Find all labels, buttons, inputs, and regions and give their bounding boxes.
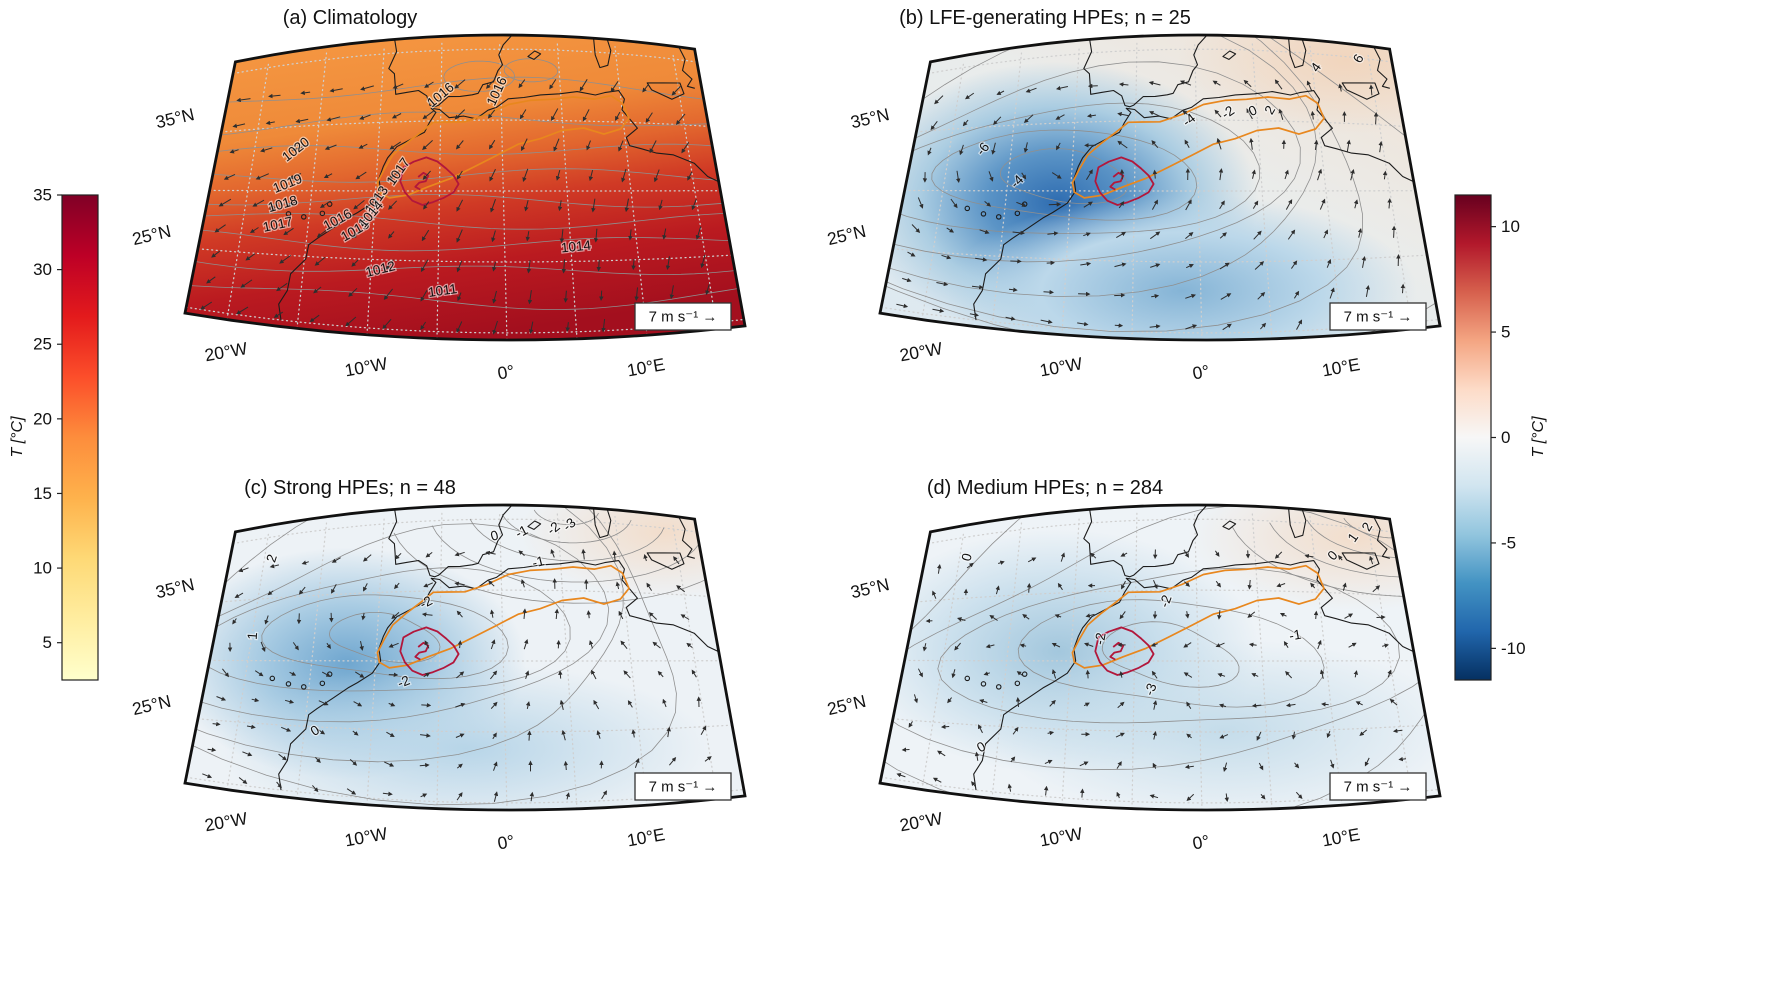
lon-tick-label: 0° (1191, 361, 1211, 384)
wind-scale-box (1329, 772, 1427, 801)
wind-scale-box (634, 772, 732, 801)
wind-scale-label: 7 m s⁻¹ → (649, 779, 718, 796)
panel-d: 7 m s⁻¹ → (d) Medium HPEs; n = 284 35°N 25°… (825, 477, 1442, 854)
lat-tick-label: 35°N (849, 104, 892, 132)
wind-arrows (896, 549, 1411, 803)
contour-label: 1 (245, 632, 260, 641)
colorbar-tick-label: 30 (33, 260, 52, 279)
lon-tick-label: 0° (496, 361, 516, 384)
colorbar-tick-label: -5 (1501, 533, 1516, 552)
lon-tick-label: 10°W (1038, 353, 1084, 380)
panel-c: 7 m s⁻¹ → (c) Strong HPEs; n = 48 35°N 25°N… (130, 477, 747, 854)
lon-tick-label: 10°E (1320, 824, 1361, 850)
colorbar-axis-label: T [°C] (9, 416, 26, 458)
map-border (878, 503, 1442, 812)
lon-tick-label: 10°W (343, 353, 389, 380)
panel-title: (d) Medium HPEs; n = 284 (927, 477, 1163, 499)
atlas-orange-contour (1071, 564, 1325, 669)
lon-tick-label: 10°W (343, 823, 389, 850)
map-canvas (185, 35, 745, 340)
study-region-outline (1094, 156, 1155, 206)
coastline (964, 505, 1417, 791)
lon-tick-label: 0° (1191, 831, 1211, 854)
lon-tick-label: 0° (496, 831, 516, 854)
coastline (269, 505, 722, 791)
coastline (269, 35, 722, 321)
atlas-orange-contour (376, 94, 630, 199)
lat-tick-label: 25°N (130, 691, 173, 719)
lon-tick-label: 20°W (898, 338, 944, 365)
wind-arrows (896, 79, 1410, 331)
colorbar-tick-label: 15 (33, 484, 52, 503)
lat-tick-label: 35°N (154, 574, 197, 602)
panel-b: 7 m s⁻¹ → (b) LFE-generating HPEs; n = 25… (825, 7, 1442, 384)
colorbar-tick-label: 35 (33, 186, 52, 205)
study-region-outline (399, 626, 460, 676)
lon-tick-label: 10°E (625, 824, 666, 850)
colorbar-tick-label: 10 (1501, 217, 1520, 236)
lat-tick-label: 25°N (130, 221, 173, 249)
lon-tick-label: 20°W (203, 338, 249, 365)
lat-tick-label: 25°N (825, 691, 868, 719)
wind-scale-label: 7 m s⁻¹ → (1344, 309, 1413, 326)
lat-tick-label: 35°N (154, 104, 197, 132)
lat-tick-label: 35°N (849, 574, 892, 602)
wind-scale-box (634, 302, 732, 331)
panel-title: (c) Strong HPEs; n = 48 (244, 477, 456, 499)
colorbar-tick-label: -10 (1501, 639, 1526, 658)
wind-scale-label: 7 m s⁻¹ → (1344, 779, 1413, 796)
wind-scale-label: 7 m s⁻¹ → (649, 309, 718, 326)
atlas-orange-contour (1071, 94, 1325, 199)
contour-label: 1014 (560, 237, 592, 255)
colorbar-gradient (61, 194, 99, 681)
panel-title: (a) Climatology (283, 7, 417, 29)
wind-scale-box (1329, 302, 1427, 331)
contour-label: 1011 (427, 281, 458, 300)
panel-a: 7 m s⁻¹ → (a) Climatology 35°N 25°N 20°W 10°W… (130, 7, 747, 384)
lon-tick-label: 10°E (625, 354, 666, 380)
contour-label: -1 (1288, 627, 1302, 644)
colorbar-tick-label: 20 (33, 409, 52, 428)
map-border (183, 503, 747, 812)
contour-label: -1 (531, 553, 546, 570)
lat-tick-label: 25°N (825, 221, 868, 249)
colorbar-tick-label: 5 (1501, 323, 1510, 342)
colorbar-axis-label: T [°C] (1530, 416, 1547, 458)
map-canvas (185, 505, 745, 810)
colorbar-tick-label: 25 (33, 335, 52, 354)
lon-tick-label: 20°W (898, 808, 944, 835)
colorbar-gradient (1454, 194, 1492, 681)
study-region-outline (399, 156, 460, 206)
atlas-orange-contour (376, 564, 630, 669)
map-border (878, 33, 1442, 342)
colorbar-tick-label: 10 (33, 559, 52, 578)
contour-label: -2 (1092, 631, 1109, 645)
colorbar-left: 35 30 25 20 15 10 5 T [°C] (9, 186, 99, 681)
panel-title: (b) LFE-generating HPEs; n = 25 (899, 7, 1191, 29)
lon-tick-label: 20°W (203, 808, 249, 835)
map-border (183, 33, 747, 342)
colorbar-tick-label: 0 (1501, 428, 1510, 447)
wind-arrows (202, 548, 717, 802)
colorbar-tick-label: 5 (43, 633, 52, 652)
lon-tick-label: 10°E (1320, 354, 1361, 380)
lon-tick-label: 10°W (1038, 823, 1084, 850)
wind-arrows (200, 78, 715, 335)
colorbar-right: 10 5 0 -5 -10 T [°C] (1454, 194, 1547, 681)
